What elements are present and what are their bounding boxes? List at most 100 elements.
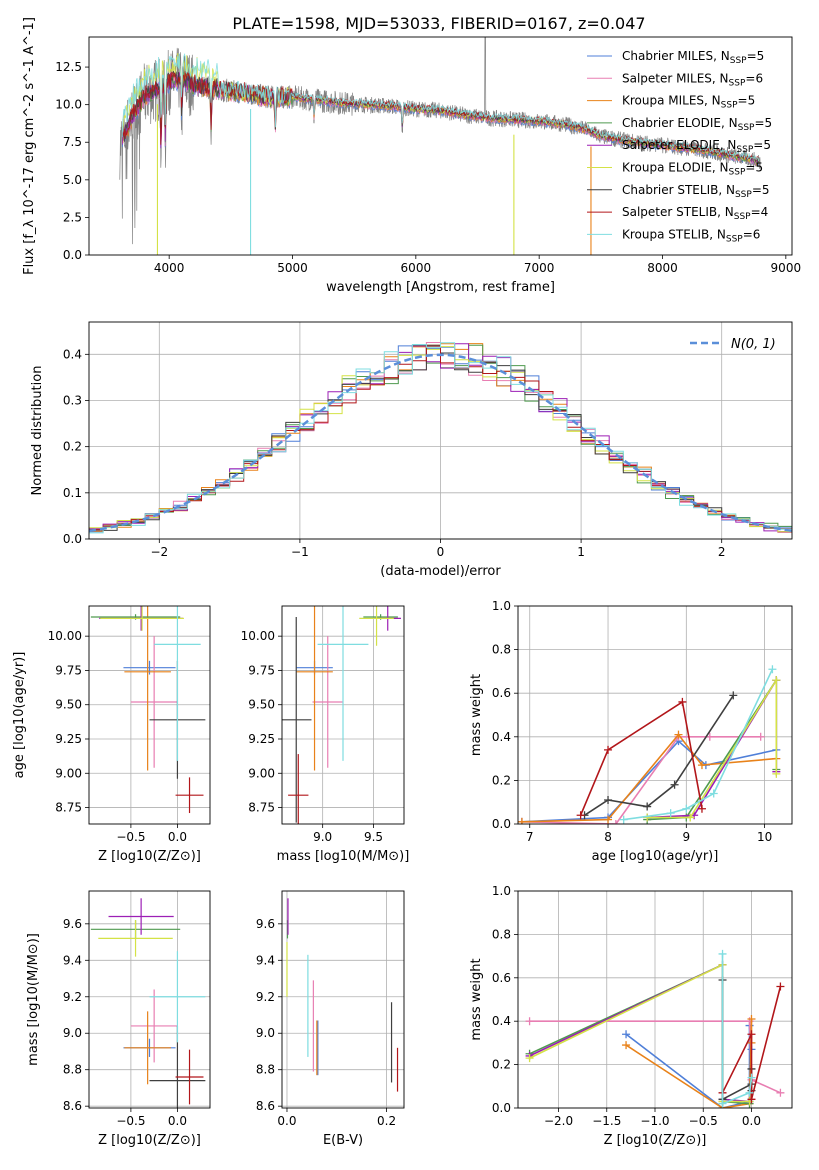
weight-marker — [772, 676, 781, 685]
Z_mass-ytick-label: 9.6 — [63, 917, 82, 931]
Z_age-ytick-label: 9.50 — [55, 698, 82, 712]
spectrum-xtick-label: 5000 — [277, 261, 308, 275]
Z_mass-ytick-label: 8.6 — [63, 1099, 82, 1113]
weight-marker — [604, 796, 613, 805]
Z_age-ytick-label: 9.00 — [55, 766, 82, 780]
weight-line — [529, 963, 750, 1103]
weight-marker — [670, 780, 679, 789]
weight-marker — [776, 1088, 785, 1097]
weight-marker — [518, 817, 526, 824]
weight-marker — [747, 1095, 756, 1104]
age_weight-marks — [518, 665, 781, 824]
weight-marker — [576, 811, 585, 820]
weight-line — [529, 963, 750, 1103]
weight-marker — [709, 789, 718, 798]
age_weight-ylabel: mass weight — [469, 674, 484, 756]
residuals-ytick-label: 0.3 — [63, 393, 82, 407]
Z_weight-xtick-label: 0.0 — [742, 1114, 761, 1128]
residuals-xtick-label: −1 — [291, 545, 309, 559]
Z_weight-ytick-label: 0.6 — [492, 971, 511, 985]
legend-entry: Chabrier MILES, NSSP=5 — [622, 49, 764, 66]
legend-entry: Chabrier STELIB, NSSP=5 — [622, 183, 770, 200]
age_weight-xtick-label: 8 — [604, 830, 612, 844]
spectrum-ytick-label: 5.0 — [63, 173, 82, 187]
age_weight-xtick-label: 10 — [757, 830, 772, 844]
weight-line — [584, 694, 734, 816]
Z_mass-xtick-label: −0.5 — [116, 1114, 145, 1128]
mass_age-frame — [281, 605, 405, 825]
weight-marker — [768, 665, 777, 674]
age_weight-ytick-label: 0.4 — [492, 730, 511, 744]
weight-marker — [756, 732, 765, 741]
Z_age-ytick-label: 10.00 — [48, 629, 82, 643]
legend-entry: Salpeter STELIB, NSSP=4 — [622, 205, 768, 222]
weight-line — [721, 986, 782, 1100]
weight-marker — [705, 732, 714, 741]
weight-marker — [619, 815, 628, 824]
residuals-ylabel: Normed distribution — [30, 366, 45, 496]
Z_mass-ytick-label: 8.8 — [63, 1063, 82, 1077]
age_weight-xlabel: age [log10(age/yr)] — [592, 849, 719, 864]
Z_age-ytick-label: 9.75 — [55, 663, 82, 677]
mass_age-ytick-label: 10.00 — [241, 629, 275, 643]
age_weight-ytick-label: 0.2 — [492, 773, 511, 787]
spectrum-ytick-label: 12.5 — [55, 60, 82, 74]
Z_weight-xtick-label: −0.5 — [689, 1114, 718, 1128]
legend-entry: Kroupa MILES, NSSP=5 — [622, 94, 755, 111]
weight-marker — [718, 949, 727, 958]
Z_weight-xtick-label: −1.5 — [592, 1114, 621, 1128]
legend-entry: Salpeter ELODIE, NSSP=5 — [622, 138, 771, 155]
spectrum-xtick-label: 4000 — [154, 261, 185, 275]
weight-marker — [643, 802, 652, 811]
spectrum-xtick-label: 8000 — [647, 261, 678, 275]
spectrum-ytick-label: 2.5 — [63, 210, 82, 224]
ebv_mass-ytick-label: 9.4 — [256, 953, 275, 967]
Z_age-frame — [88, 605, 211, 825]
residuals-legend: N(0, 1) — [690, 337, 776, 352]
ebv_mass-plot: 0.0 0.2 8.6 8.8 9.0 9.2 9.4 9.6 E(B-V) — [256, 890, 405, 1148]
ebv_mass-marks — [286, 898, 399, 1092]
weight-marker — [747, 1073, 756, 1082]
weight-marker — [674, 730, 683, 739]
Z_mass-xlabel: Z [log10(Z/Z⊙)] — [98, 1133, 201, 1148]
weight-marker — [611, 820, 620, 824]
residuals-ytick-label: 0.1 — [63, 486, 82, 500]
Z_weight-ytick-label: 0.2 — [492, 1058, 511, 1072]
mass_age-plot: 9.0 9.5 8.75 9.00 9.25 9.50 9.75 10.00 mass [log… — [241, 605, 409, 864]
ebv_mass-frame — [281, 890, 405, 1109]
mass_age-ytick-label: 9.25 — [248, 732, 275, 746]
weight-marker — [776, 982, 785, 991]
ebv_mass-xlabel: E(B-V) — [323, 1133, 363, 1148]
weight-line — [721, 953, 753, 1105]
residuals-ytick-label: 0.4 — [63, 347, 82, 361]
spectrum-ytick-label: 0.0 — [63, 248, 82, 262]
mass_age-xtick-label: 9.5 — [364, 830, 383, 844]
age_weight-plot: 7 8 9 10 0.0 0.2 0.4 0.6 0.8 1.0 age [log10(age/yr… — [469, 599, 793, 864]
Z_mass-ytick-label: 9.2 — [63, 990, 82, 1004]
legend-entry: Chabrier ELODIE, NSSP=5 — [622, 116, 772, 133]
model-kroupa-stelib — [121, 52, 760, 162]
weight-marker — [772, 769, 781, 778]
weight-marker — [604, 815, 613, 824]
weight-marker — [682, 804, 691, 813]
residuals-xtick-label: −2 — [150, 545, 168, 559]
Z_weight-ytick-label: 0.4 — [492, 1014, 511, 1028]
weight-marker — [747, 1015, 756, 1024]
residuals-plot: −2 −1 0 1 2 0.0 0.1 0.2 0.3 0.4 (data-model)/error… — [30, 321, 793, 579]
Z_weight-plot: −2.0 −1.5 −1.0 −0.5 0.0 0.0 0.2 0.4 0.6 0.8 1.0 Z [… — [469, 884, 793, 1148]
mass_age-ytick-label: 8.75 — [248, 801, 275, 815]
age_weight-xtick-label: 9 — [682, 830, 690, 844]
age_weight-ytick-label: 0.6 — [492, 686, 511, 700]
histogram-kroupa-stelib — [89, 342, 792, 534]
weight-marker — [745, 1088, 754, 1097]
residuals-xtick-label: 1 — [577, 545, 585, 559]
ebv_mass-xtick-label: 0.2 — [377, 1114, 396, 1128]
ebv_mass-ytick-label: 9.6 — [256, 917, 275, 931]
mass_age-ytick-label: 9.00 — [248, 766, 275, 780]
legend-entry: Kroupa STELIB, NSSP=6 — [622, 227, 760, 244]
weight-marker — [666, 809, 675, 818]
ebv_mass-ytick-label: 9.2 — [256, 990, 275, 1004]
Z_weight-frame — [517, 890, 793, 1109]
Z_mass-ylabel: mass [log10(M/M⊙)] — [26, 933, 41, 1066]
Z_age-xtick-label: −0.5 — [116, 830, 145, 844]
